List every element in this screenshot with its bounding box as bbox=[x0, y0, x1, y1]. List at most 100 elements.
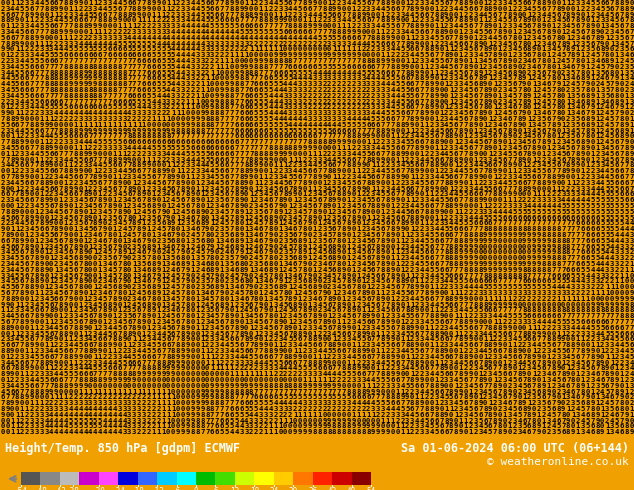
Text: 5: 5 bbox=[503, 70, 507, 75]
Text: 0: 0 bbox=[171, 389, 176, 394]
Text: 6: 6 bbox=[59, 98, 63, 104]
Text: 4: 4 bbox=[103, 110, 107, 116]
Text: 3: 3 bbox=[595, 11, 600, 18]
Text: 0: 0 bbox=[249, 52, 254, 58]
Text: 7: 7 bbox=[317, 58, 321, 64]
Text: 0: 0 bbox=[239, 58, 243, 64]
Text: 3: 3 bbox=[152, 151, 156, 157]
Text: 7: 7 bbox=[108, 11, 112, 18]
Text: 0: 0 bbox=[449, 29, 453, 35]
Text: 9: 9 bbox=[463, 249, 468, 255]
Text: 3: 3 bbox=[590, 180, 595, 186]
Text: 5: 5 bbox=[210, 162, 214, 169]
Text: 6: 6 bbox=[630, 47, 634, 52]
Text: 7: 7 bbox=[458, 267, 463, 273]
Text: 3: 3 bbox=[176, 17, 180, 24]
Text: 5: 5 bbox=[469, 93, 473, 98]
Text: 1: 1 bbox=[44, 342, 49, 348]
Text: 1: 1 bbox=[161, 284, 165, 290]
Text: 3: 3 bbox=[366, 226, 370, 232]
Text: 6: 6 bbox=[176, 313, 180, 319]
Text: 6: 6 bbox=[366, 249, 370, 255]
Text: 6: 6 bbox=[488, 307, 493, 314]
Text: 9: 9 bbox=[522, 116, 526, 122]
Text: 5: 5 bbox=[380, 192, 385, 197]
Text: 7: 7 bbox=[103, 98, 107, 104]
Text: 9: 9 bbox=[469, 354, 473, 360]
Text: 8: 8 bbox=[507, 348, 512, 354]
Text: 4: 4 bbox=[171, 47, 176, 52]
Text: 3: 3 bbox=[137, 423, 141, 429]
Text: 5: 5 bbox=[561, 151, 566, 157]
Text: 9: 9 bbox=[366, 423, 370, 429]
Text: 1: 1 bbox=[5, 151, 10, 157]
Text: 0: 0 bbox=[220, 377, 224, 383]
Text: 2: 2 bbox=[552, 52, 556, 58]
Text: 6: 6 bbox=[429, 180, 434, 186]
Text: 6: 6 bbox=[429, 249, 434, 255]
Text: 6: 6 bbox=[141, 354, 146, 360]
Text: 4: 4 bbox=[547, 319, 551, 325]
Text: 9: 9 bbox=[429, 81, 434, 87]
Text: 3: 3 bbox=[400, 412, 404, 418]
Text: 8: 8 bbox=[235, 197, 239, 203]
Text: 9: 9 bbox=[552, 394, 556, 400]
Text: 3: 3 bbox=[112, 116, 117, 122]
Text: 6: 6 bbox=[49, 0, 53, 6]
Text: 1: 1 bbox=[595, 133, 600, 139]
Text: 9: 9 bbox=[356, 215, 361, 220]
Text: 0: 0 bbox=[483, 244, 488, 249]
Text: 5: 5 bbox=[152, 145, 156, 151]
Text: 8: 8 bbox=[63, 331, 68, 337]
Text: 2: 2 bbox=[171, 11, 176, 18]
Text: 9: 9 bbox=[327, 383, 332, 389]
Text: 5: 5 bbox=[127, 41, 131, 47]
Text: 8: 8 bbox=[522, 98, 526, 104]
Text: 2: 2 bbox=[361, 325, 366, 331]
Text: 7: 7 bbox=[273, 278, 278, 284]
Text: 3: 3 bbox=[337, 17, 341, 24]
Text: 8: 8 bbox=[137, 226, 141, 232]
Text: 8: 8 bbox=[112, 296, 117, 302]
Text: 6: 6 bbox=[469, 325, 473, 331]
Text: 5: 5 bbox=[273, 360, 278, 366]
Text: 9: 9 bbox=[415, 116, 419, 122]
Text: 3: 3 bbox=[566, 133, 571, 139]
Text: 8: 8 bbox=[288, 23, 292, 29]
Text: 6: 6 bbox=[230, 145, 234, 151]
Text: 4: 4 bbox=[439, 151, 444, 157]
Text: 1: 1 bbox=[522, 162, 526, 169]
Text: 0: 0 bbox=[171, 423, 176, 429]
Text: 5: 5 bbox=[512, 98, 517, 104]
Text: 3: 3 bbox=[205, 313, 209, 319]
Text: 7: 7 bbox=[537, 58, 541, 64]
Text: 8: 8 bbox=[454, 58, 458, 64]
Text: 4: 4 bbox=[415, 255, 419, 261]
Text: 7: 7 bbox=[83, 174, 87, 180]
Text: 2: 2 bbox=[595, 389, 600, 394]
Text: 6: 6 bbox=[585, 360, 590, 366]
Text: 1: 1 bbox=[93, 122, 97, 128]
Text: 7: 7 bbox=[454, 354, 458, 360]
Text: 6: 6 bbox=[15, 389, 19, 394]
Text: 1: 1 bbox=[10, 133, 15, 139]
Text: 2: 2 bbox=[469, 11, 473, 18]
Text: 8: 8 bbox=[385, 371, 390, 377]
Text: 1: 1 bbox=[444, 406, 448, 412]
Text: 0: 0 bbox=[503, 423, 507, 429]
Text: 0: 0 bbox=[561, 98, 566, 104]
Text: 6: 6 bbox=[186, 203, 190, 209]
Text: 3: 3 bbox=[561, 192, 566, 197]
Text: 5: 5 bbox=[463, 325, 468, 331]
Text: 7: 7 bbox=[610, 389, 614, 394]
Text: 6: 6 bbox=[30, 180, 34, 186]
Text: 4: 4 bbox=[181, 23, 185, 29]
Text: 7: 7 bbox=[74, 58, 78, 64]
Text: 9: 9 bbox=[420, 23, 424, 29]
Text: 5: 5 bbox=[5, 244, 10, 249]
Text: 4: 4 bbox=[44, 296, 49, 302]
Text: 4: 4 bbox=[493, 371, 497, 377]
Text: 5: 5 bbox=[522, 174, 526, 180]
Text: 8: 8 bbox=[391, 174, 395, 180]
Text: 2: 2 bbox=[410, 267, 414, 273]
